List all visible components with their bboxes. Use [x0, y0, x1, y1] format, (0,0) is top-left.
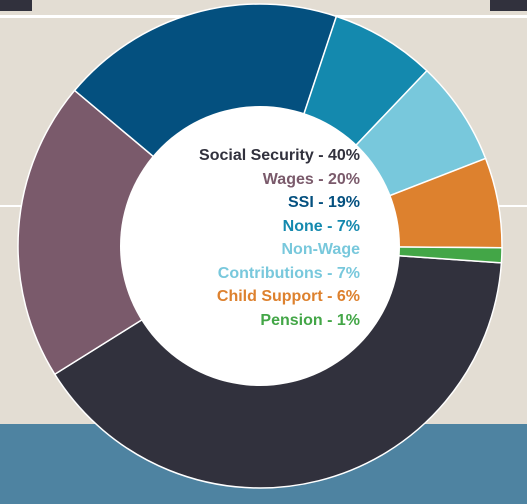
legend-entry: Pension - 1%: [150, 309, 360, 333]
legend-entry-label: Pension - 1%: [260, 311, 360, 329]
legend-entry-label: Social Security - 40%: [199, 147, 360, 164]
donut-hole: [120, 106, 400, 386]
legend-entry-label: Wages - 20%: [262, 170, 360, 188]
legend-entry: Wages - 20%: [150, 168, 360, 192]
legend-entry-label: None - 7%: [282, 217, 360, 235]
legend-entry: None - 7%: [150, 215, 360, 239]
legend-entry: SSI - 19%: [150, 191, 360, 215]
legend-entry: Non-Wage: [150, 238, 360, 262]
top-right-tab: [490, 0, 527, 11]
legend-entry-label: SSI - 19%: [287, 194, 360, 211]
top-left-tab: [0, 0, 32, 11]
legend-entry: Contributions - 7%: [150, 262, 360, 286]
legend-entry-label: Child Support - 6%: [216, 288, 360, 305]
legend-entry: Child Support - 6%: [150, 285, 360, 309]
legend-entry-label: Contributions - 7%: [217, 264, 360, 282]
center-legend: Social Security - 40% Wages - 20% SSI - 19…: [150, 144, 360, 332]
legend-entry-label: Non-Wage: [281, 241, 360, 258]
legend-entry: Social Security - 40%: [150, 144, 360, 168]
